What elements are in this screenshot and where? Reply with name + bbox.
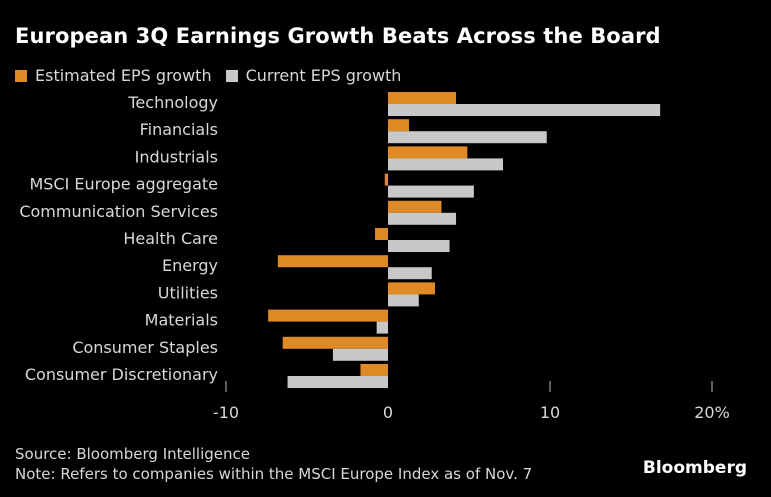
estimated-bar-industrials (388, 146, 468, 159)
note-text: Note: Refers to companies within the MSC… (15, 465, 533, 483)
category-label-industrials: Industrials (135, 147, 218, 166)
category-label-energy: Energy (162, 256, 218, 275)
estimated-bar-msci-europe-aggregate (384, 173, 388, 186)
x-tick-label-0: 0 (383, 403, 393, 422)
source-text: Source: Bloomberg Intelligence (15, 445, 250, 463)
category-label-health-care: Health Care (123, 229, 218, 248)
category-label-consumer-staples: Consumer Staples (72, 338, 218, 357)
category-label-consumer-discretionary: Consumer Discretionary (25, 365, 218, 384)
category-label-msci-europe-aggregate: MSCI Europe aggregate (29, 175, 218, 194)
x-tick-label--10: -10 (213, 403, 239, 422)
current-bar-technology (388, 104, 661, 116)
current-bar-consumer-staples (332, 348, 388, 361)
current-bar-industrials (388, 158, 504, 171)
current-bar-health-care (388, 240, 450, 252)
legend-label-estimated: Estimated EPS growth (35, 66, 212, 85)
current-bar-materials (376, 321, 388, 334)
x-tick-label-10: 10 (540, 403, 560, 422)
estimated-bar-consumer-staples (282, 336, 388, 349)
current-bar-energy (388, 267, 432, 280)
category-label-communication-services: Communication Services (19, 202, 218, 221)
estimated-bar-utilities (388, 282, 435, 295)
chart-title: European 3Q Earnings Growth Beats Across… (15, 24, 661, 48)
category-label-financials: Financials (140, 120, 218, 139)
estimated-bar-financials (388, 119, 410, 132)
estimated-bar-communication-services (388, 200, 442, 213)
current-bar-communication-services (388, 212, 457, 225)
category-label-utilities: Utilities (158, 283, 218, 302)
current-bar-consumer-discretionary (287, 376, 388, 388)
x-tick-label-20-: 20% (694, 403, 730, 422)
legend-swatch-current (225, 69, 238, 82)
bloomberg-logo: Bloomberg (642, 458, 747, 478)
footnotes: Source: Bloomberg Intelligence Note: Ref… (15, 444, 532, 484)
estimated-bar-energy (277, 255, 388, 268)
legend-item-current: Current EPS growth (225, 66, 402, 85)
estimated-bar-health-care (375, 228, 388, 240)
estimated-bar-technology (388, 92, 457, 104)
estimated-bar-materials (268, 309, 388, 322)
current-bar-msci-europe-aggregate (388, 185, 474, 198)
current-bar-utilities (388, 294, 419, 307)
legend-swatch-estimated (15, 69, 27, 82)
legend-item-estimated: Estimated EPS growth (15, 66, 212, 85)
legend: Estimated EPS growth Current EPS growth (15, 66, 415, 85)
category-label-technology: Technology (127, 93, 218, 112)
estimated-bar-consumer-discretionary (360, 364, 388, 376)
current-bar-financials (388, 131, 547, 144)
category-label-materials: Materials (145, 311, 218, 330)
legend-label-current: Current EPS growth (245, 66, 402, 85)
